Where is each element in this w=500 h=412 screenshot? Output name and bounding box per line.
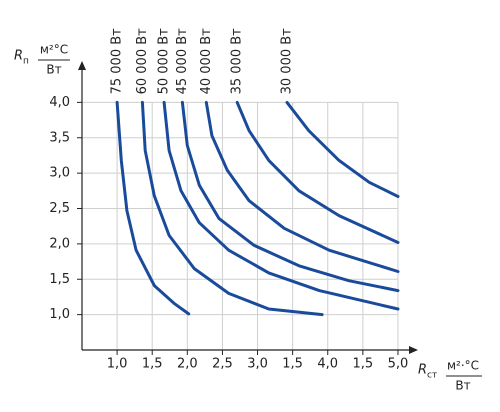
curve-label: 45 000 Вт — [175, 28, 190, 95]
curve — [180, 100, 400, 293]
curve — [285, 100, 400, 198]
y-tick-label: 3,0 — [49, 166, 70, 181]
y-tick-label: 1,0 — [49, 307, 70, 322]
y-tick-label: 4,0 — [49, 95, 70, 110]
x-label-symbol: R — [418, 363, 427, 378]
y-tick-label: 1,5 — [49, 272, 70, 287]
y-axis-label: R п м²°С Вт — [14, 43, 70, 77]
x-tick-label: 1,5 — [353, 357, 374, 372]
y-tick-label: 2,0 — [49, 236, 70, 251]
x-axis-label: R ст м²·°С Вт — [418, 359, 482, 393]
curve-label: 40 000 Вт — [199, 28, 214, 95]
x-label-denominator: Вт — [455, 379, 470, 393]
y-label-symbol: R — [14, 49, 23, 64]
y-tick-label: 2,5 — [49, 201, 70, 216]
curve-label: 35 000 Вт — [230, 28, 245, 95]
x-tick-label: 4,0 — [317, 357, 338, 372]
x-tick-label: 2,0 — [177, 357, 198, 372]
x-tick-label: 1,5 — [282, 357, 303, 372]
curve-label: 50 000 Вт — [157, 28, 172, 95]
curve-label: 60 000 Вт — [135, 28, 150, 95]
y-label-subscript: п — [23, 57, 29, 67]
x-tick-label: 1,5 — [142, 357, 163, 372]
curve-label: 75 000 Вт — [110, 28, 125, 95]
x-tick-label: 1,0 — [107, 357, 128, 372]
curve — [204, 100, 400, 273]
x-label-numerator: м²·°С — [447, 359, 479, 373]
x-tick-label: 2,5 — [212, 357, 233, 372]
y-tick-label: 3,5 — [49, 130, 70, 145]
y-axis-arrow — [78, 61, 86, 70]
x-label-subscript: ст — [427, 371, 437, 381]
curve — [235, 100, 400, 244]
y-label-numerator: м²°С — [40, 43, 68, 57]
y-label-denominator: Вт — [46, 63, 61, 77]
x-tick-label: 3,0 — [247, 357, 268, 372]
curve — [115, 100, 191, 316]
x-axis-arrow — [409, 346, 418, 354]
x-tick-label: 5,0 — [388, 357, 409, 372]
curve-label: 30 000 Вт — [280, 28, 295, 95]
curve — [140, 100, 324, 317]
curve — [162, 100, 400, 311]
